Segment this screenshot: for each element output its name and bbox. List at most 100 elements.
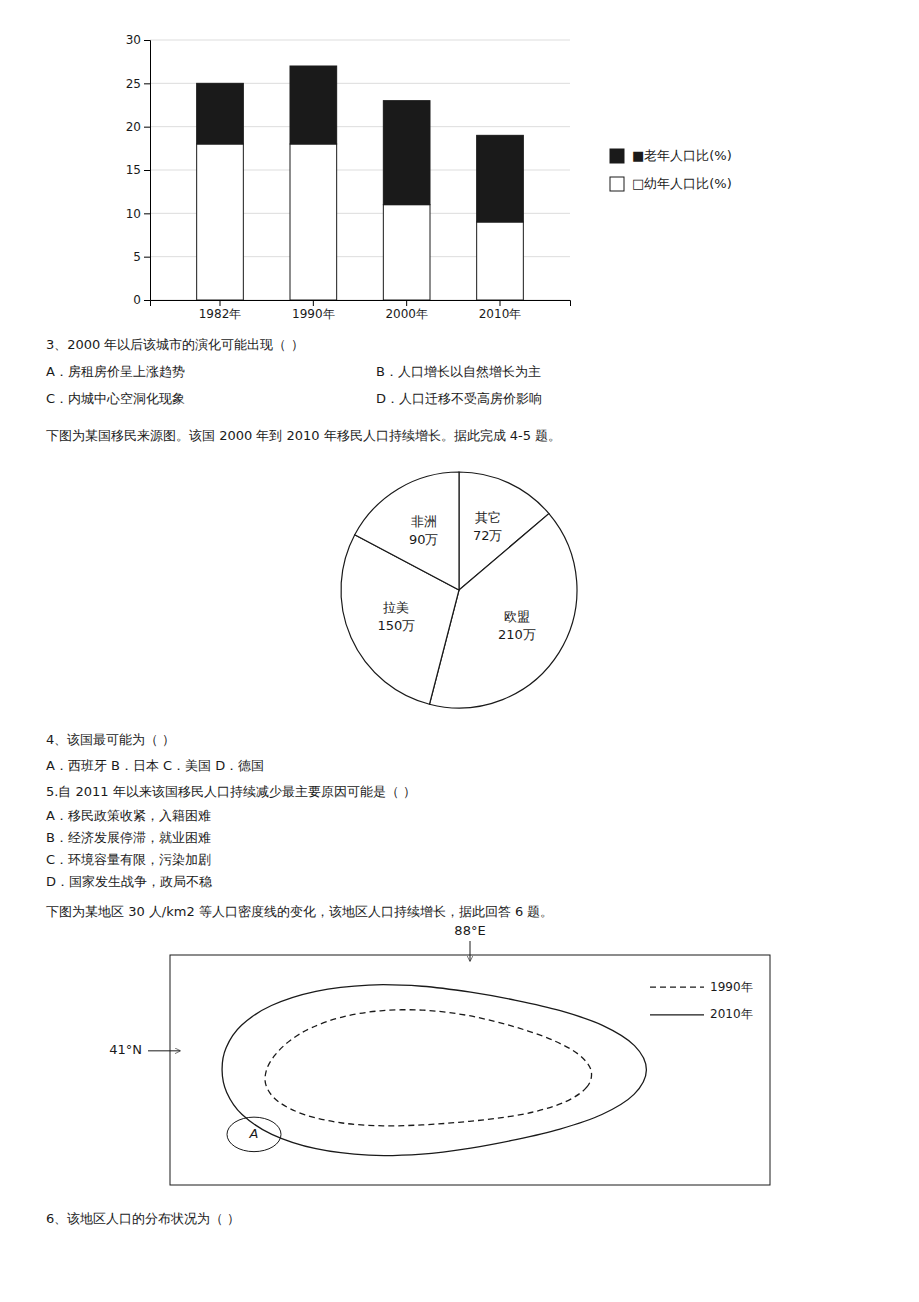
tick-mark: [144, 257, 150, 258]
grid-line: [150, 40, 570, 41]
legend-label: 2010年: [710, 1007, 753, 1021]
legend-label: □幼年人口比(%): [632, 176, 732, 191]
tick-label: 2010年: [479, 307, 522, 321]
tick-mark: [500, 300, 501, 306]
bar: [197, 83, 244, 144]
question-text: 3、2000 年以后该城市的演化可能出现（ ） A．房租房价呈上涨趋势 B．人口增长…: [46, 337, 561, 443]
question-text: 6、该地区人口的分布状况为（ ）: [46, 1211, 240, 1226]
bar-chart: 0 5 10 15 20 25 30 1982年 1990年 2000年 2010年 ■老年人口比(%…: [126, 33, 732, 320]
tick-mark: [144, 170, 150, 171]
tick-mark: [144, 83, 150, 84]
tick: 20: [126, 120, 150, 134]
contour-line: [265, 1010, 592, 1126]
slice: [355, 472, 459, 590]
pie-chart: 其它72万欧盟210万拉美150万非洲90万: [341, 472, 577, 708]
tick-mark: [144, 300, 150, 301]
tick: 2010年: [479, 300, 522, 321]
diagram-title: 下图为某地区 30 人/km2 等人口密度线的变化，该地区人口持续增长，据此回答…: [46, 904, 553, 919]
bar: [290, 66, 337, 144]
tick-label: 15: [126, 163, 141, 177]
bar: [290, 144, 337, 300]
bar: [477, 135, 524, 222]
tick-label: 2000年: [385, 307, 428, 321]
text: 5.自 2011 年以来该国移民人口持续减少最主要原因可能是（ ）: [46, 784, 416, 799]
bar: [383, 101, 430, 205]
grid: [150, 40, 570, 300]
latitude-label: 41°N: [109, 1042, 142, 1057]
data-label: 150万: [377, 618, 415, 633]
text: A．移民政策收紧，入籍困难: [46, 808, 211, 823]
tick: 10: [126, 207, 150, 221]
tick-mark: [144, 127, 150, 128]
diagram-frame: [170, 955, 770, 1185]
slice-category: 拉美: [383, 600, 409, 615]
diagram: A 88°E 41°N 1990年 2010年: [109, 923, 770, 1186]
tick: 15: [126, 163, 150, 177]
text: C．环境容量有限，污染加剧: [46, 852, 211, 867]
text: A．房租房价呈上涨趋势: [46, 364, 185, 379]
tick-mark: [144, 213, 150, 214]
tick: 5: [133, 250, 150, 264]
tick-label: 1982年: [199, 307, 242, 321]
tick-label: 5: [133, 250, 141, 264]
contour-line: [222, 985, 646, 1156]
tick: 1990年: [292, 300, 335, 321]
tick-label: 20: [126, 120, 141, 134]
latitude-arrow: [148, 1050, 180, 1051]
tick-mark: [406, 300, 407, 306]
longitude-arrow: [470, 941, 471, 961]
slice-category: 其它: [475, 510, 501, 525]
data-label: 210万: [498, 627, 536, 642]
tick: 30: [126, 33, 150, 47]
tick-label: 10: [126, 207, 141, 221]
text: A．西班牙 B．日本 C．美国 D．德国: [46, 758, 264, 773]
area-outline: [227, 1117, 281, 1152]
slices: [341, 472, 577, 708]
tick-label: 25: [126, 77, 141, 91]
text: 3、2000 年以后该城市的演化可能出现（ ）: [46, 337, 304, 352]
data-label: 72万: [473, 528, 503, 543]
tick-label: 30: [126, 33, 141, 47]
text: 6、该地区人口的分布状况为（ ）: [46, 1211, 240, 1226]
legend-swatch: [610, 149, 624, 163]
slice-category: 欧盟: [504, 609, 530, 624]
tick: 25: [126, 77, 150, 91]
area-label: A: [249, 1126, 259, 1141]
text: B．经济发展停滞，就业困难: [46, 830, 211, 845]
tick: 0: [133, 293, 150, 307]
tick-mark: [144, 40, 150, 41]
text: 4、该国最可能为（ ）: [46, 732, 175, 747]
text: D．人口迁移不受高房价影响: [376, 391, 542, 406]
text: C．内城中心空洞化现象: [46, 391, 185, 406]
tick: 2000年: [385, 300, 428, 321]
data-label: 90万: [409, 532, 439, 547]
bars: [197, 66, 524, 300]
tick-mark: [313, 300, 314, 306]
tick: 1982年: [199, 300, 242, 321]
y-axis: 0 5 10 15 20 25 30: [126, 33, 151, 307]
legend: 1990年 2010年: [650, 980, 753, 1022]
bar: [477, 222, 524, 300]
slice-labels: 其它72万欧盟210万拉美150万非洲90万: [377, 510, 535, 641]
axis-line: [151, 301, 571, 307]
legend-line: [650, 1014, 704, 1015]
bar: [383, 205, 430, 300]
legend-line: [650, 987, 704, 988]
text: 下图为某国移民来源图。该国 2000 年到 2010 年移民人口持续增长。据此完…: [46, 428, 561, 443]
bar: [197, 144, 244, 300]
axis-line: [144, 41, 151, 301]
x-axis: 1982年 1990年 2000年 2010年: [151, 300, 571, 321]
tick-label: 1990年: [292, 307, 335, 321]
longitude-label: 88°E: [454, 923, 485, 938]
legend-label: 1990年: [710, 980, 753, 994]
page: 0 5 10 15 20 25 30 1982年 1990年 2000年 2010年 ■老年人口比(%…: [0, 0, 919, 1302]
legend-swatch: [610, 177, 624, 191]
legend: ■老年人口比(%) □幼年人口比(%): [610, 148, 732, 192]
tick-mark: [220, 300, 221, 306]
text: B．人口增长以自然增长为主: [376, 364, 541, 379]
question-text: 4、该国最可能为（ ） A．西班牙 B．日本 C．美国 D．德国 5.自 2011 …: [46, 732, 416, 889]
tick-label: 0: [133, 293, 141, 307]
legend-label: ■老年人口比(%): [632, 148, 732, 163]
text: D．国家发生战争，政局不稳: [46, 874, 212, 889]
diagram-title-group: 下图为某地区 30 人/km2 等人口密度线的变化，该地区人口持续增长，据此回答…: [46, 904, 553, 919]
